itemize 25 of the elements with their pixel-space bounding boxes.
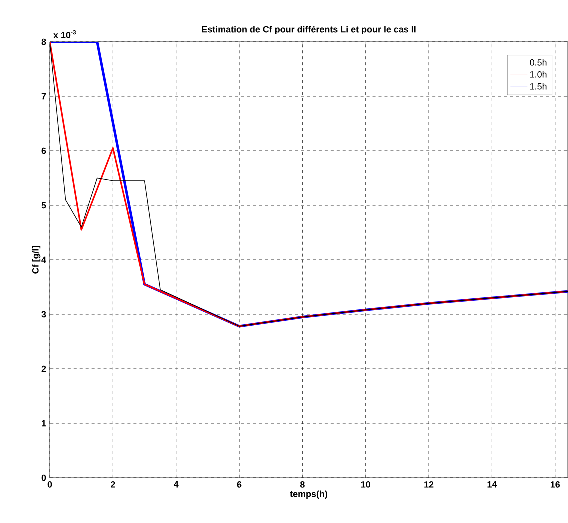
x-tick-label: 4 <box>174 482 179 488</box>
legend-label: 0.5h <box>530 59 547 66</box>
y-axis-title: Cf [g/l] <box>32 246 41 274</box>
y-tick-label: 0 <box>42 474 46 482</box>
legend-label: 1.5h <box>530 83 547 90</box>
x-tick-label: 0 <box>48 482 52 488</box>
y-tick-label: 6 <box>42 148 46 154</box>
text: x 10$^{-3}$ <box>54 30 76 38</box>
x-axis-title: temps(h) <box>290 490 328 500</box>
chart-title: Estimation de Cf pour différents Li et pour le cas II <box>202 26 416 34</box>
y-tick-label: 8 <box>42 38 46 46</box>
y-tick-label: 7 <box>42 93 46 100</box>
x-tick-label: 12 <box>424 482 434 488</box>
x-tick-label: 10 <box>361 482 370 488</box>
x-tick-label: 2 <box>110 482 116 488</box>
y-tick-label: 2 <box>42 366 46 372</box>
y-tick-label: 5 <box>42 202 46 209</box>
x-tick-label: 16 <box>550 482 560 488</box>
y-tick-label: 1 <box>42 420 46 427</box>
x-tick-label: 8 <box>300 482 305 488</box>
y-tick-label: 3 <box>42 311 46 318</box>
x-tick-label: 14 <box>488 482 498 488</box>
legend-label: 1.0h <box>530 71 547 78</box>
x-tick-label: 6 <box>237 482 242 488</box>
y-tick-label: 4 <box>42 256 46 264</box>
